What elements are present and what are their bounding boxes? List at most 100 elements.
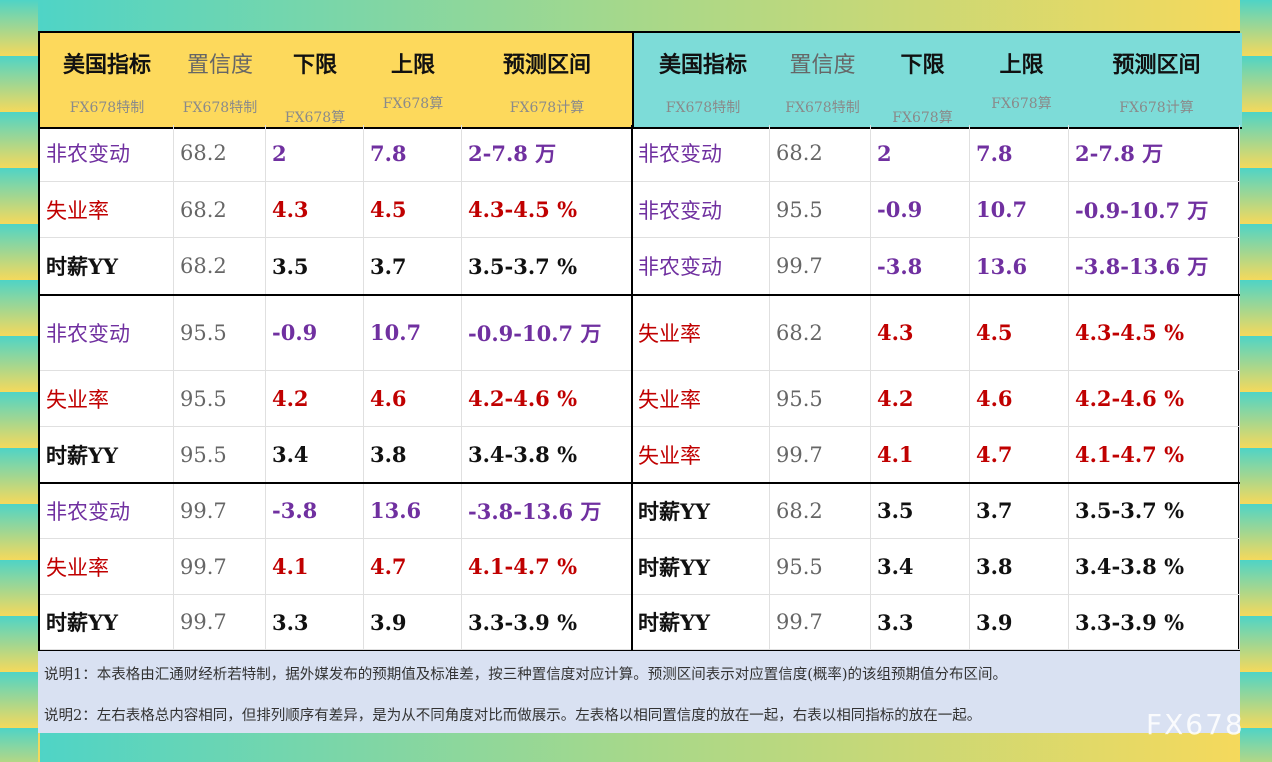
column-header-2: 下限 FX678算 xyxy=(266,33,364,126)
column-header-1: 置信度 FX678特制 xyxy=(174,33,266,125)
right_rows-cell-range: 3.5-3.7 % xyxy=(1069,483,1240,539)
right_rows-cell-indicator: 非农变动 xyxy=(632,238,770,295)
right_rows-cell-conf: 95.5 xyxy=(770,182,871,238)
left_rows-cell-low: 4.3 xyxy=(266,182,364,238)
left_rows-cell-high: 10.7 xyxy=(364,295,462,371)
column-title: 置信度 xyxy=(789,53,856,78)
column-header-4: 预测区间 FX678计算 xyxy=(1071,33,1242,125)
column-header-0: 美国指标 FX678特制 xyxy=(40,33,174,125)
column-subtitle: FX678算 xyxy=(991,96,1052,112)
column-title: 上限 xyxy=(390,52,435,78)
right_rows-cell-conf: 68.2 xyxy=(770,125,871,182)
right_rows-cell-range: 4.1-4.7 % xyxy=(1069,427,1240,483)
right_rows-cell-indicator: 失业率 xyxy=(632,371,770,427)
right_rows-cell-indicator: 失业率 xyxy=(632,295,770,371)
column-title: 下限 xyxy=(900,52,945,78)
right_rows-cell-indicator: 时薪YY xyxy=(632,539,770,595)
left_rows-cell-range: 2-7.8 万 xyxy=(462,125,632,182)
right_rows-cell-low: 2 xyxy=(871,125,970,182)
right_rows-cell-high: 4.6 xyxy=(970,371,1069,427)
table-divider xyxy=(631,125,633,651)
column-header-2: 下限 FX678算 xyxy=(873,33,972,126)
left_rows-cell-conf: 68.2 xyxy=(174,182,266,238)
column-title: 上限 xyxy=(999,52,1044,78)
left_rows-cell-indicator: 失业率 xyxy=(40,539,174,595)
right_rows-cell-range: -3.8-13.6 万 xyxy=(1069,238,1240,295)
left_rows-cell-range: 4.3-4.5 % xyxy=(462,182,632,238)
left_rows-cell-range: 3.5-3.7 % xyxy=(462,238,632,295)
left_rows-cell-low: 3.3 xyxy=(266,595,364,650)
left_rows-cell-indicator: 失业率 xyxy=(40,182,174,238)
left_rows-cell-range: -0.9-10.7 万 xyxy=(462,295,632,371)
column-header-3: 上限 FX678算 xyxy=(364,33,462,125)
right_rows-cell-low: 3.5 xyxy=(871,483,970,539)
left_rows-cell-low: -3.8 xyxy=(266,483,364,539)
right_rows-cell-high: 10.7 xyxy=(970,182,1069,238)
left_rows-cell-range: 4.1-4.7 % xyxy=(462,539,632,595)
column-title: 置信度 xyxy=(186,53,253,78)
right-table-header: 美国指标 FX678特制 置信度 FX678特制 下限 FX678算 上限 FX678算 预测区… xyxy=(632,33,1242,129)
right_rows-cell-range: -0.9-10.7 万 xyxy=(1069,182,1240,238)
right_rows-cell-conf: 99.7 xyxy=(770,427,871,483)
forecast-table: 美国指标 FX678特制 置信度 FX678特制 下限 FX678算 上限 FX678算 预测区… xyxy=(38,31,1242,651)
column-header-1: 置信度 FX678特制 xyxy=(772,33,873,125)
left_rows-cell-conf: 99.7 xyxy=(174,595,266,650)
left_rows-cell-low: 4.2 xyxy=(266,371,364,427)
left_rows-cell-high: 3.7 xyxy=(364,238,462,295)
left_rows-cell-conf: 68.2 xyxy=(174,125,266,182)
left_rows-cell-conf: 99.7 xyxy=(174,539,266,595)
right_rows-cell-high: 7.8 xyxy=(970,125,1069,182)
right_rows-cell-low: 4.1 xyxy=(871,427,970,483)
right_rows-cell-high: 13.6 xyxy=(970,238,1069,295)
left_rows-cell-high: 4.7 xyxy=(364,539,462,595)
right_rows-cell-high: 4.5 xyxy=(970,295,1069,371)
right_rows-cell-conf: 99.7 xyxy=(770,238,871,295)
left_rows-cell-range: 3.4-3.8 % xyxy=(462,427,632,483)
left_rows-cell-conf: 95.5 xyxy=(174,371,266,427)
left_rows-cell-indicator: 时薪YY xyxy=(40,595,174,650)
right_rows-cell-high: 4.7 xyxy=(970,427,1069,483)
right_rows-cell-indicator: 时薪YY xyxy=(632,483,770,539)
column-subtitle: FX678特制 xyxy=(182,100,258,116)
right_rows-cell-indicator: 非农变动 xyxy=(632,182,770,238)
right_rows-cell-range: 4.3-4.5 % xyxy=(1069,295,1240,371)
left_rows-cell-indicator: 时薪YY xyxy=(40,427,174,483)
left_rows-cell-indicator: 非农变动 xyxy=(40,295,174,371)
column-subtitle: FX678特制 xyxy=(69,100,145,116)
watermark: FX678 xyxy=(1146,708,1245,741)
right_rows-cell-low: 3.4 xyxy=(871,539,970,595)
left_rows-cell-range: -3.8-13.6 万 xyxy=(462,483,632,539)
right_rows-cell-range: 3.4-3.8 % xyxy=(1069,539,1240,595)
right_rows-cell-range: 4.2-4.6 % xyxy=(1069,371,1240,427)
column-subtitle: FX678计算 xyxy=(1119,100,1194,116)
left-table-header: 美国指标 FX678特制 置信度 FX678特制 下限 FX678算 上限 FX678算 预测区… xyxy=(40,33,632,129)
left_rows-cell-indicator: 时薪YY xyxy=(40,238,174,295)
right_rows-cell-indicator: 失业率 xyxy=(632,427,770,483)
right_rows-cell-low: -0.9 xyxy=(871,182,970,238)
notes-panel: 说明1：本表格由汇通财经析若特制，据外媒发布的预期值及标准差，按三种置信度对应计… xyxy=(38,651,1240,733)
right_rows-cell-low: 4.2 xyxy=(871,371,970,427)
left_rows-cell-conf: 68.2 xyxy=(174,238,266,295)
left_rows-cell-high: 3.9 xyxy=(364,595,462,650)
right_rows-cell-conf: 95.5 xyxy=(770,371,871,427)
right_rows-cell-high: 3.8 xyxy=(970,539,1069,595)
left_rows-cell-high: 4.6 xyxy=(364,371,462,427)
column-title: 下限 xyxy=(292,52,337,78)
left_rows-cell-high: 7.8 xyxy=(364,125,462,182)
group-divider xyxy=(40,482,1240,484)
right_rows-cell-conf: 95.5 xyxy=(770,539,871,595)
left_rows-cell-high: 3.8 xyxy=(364,427,462,483)
left_rows-cell-low: -0.9 xyxy=(266,295,364,371)
column-subtitle: FX678特制 xyxy=(665,100,741,116)
left_rows-cell-range: 3.3-3.9 % xyxy=(462,595,632,650)
note-2: 说明2：左右表格总内容相同，但排列顺序有差异，是为从不同角度对比而做展示。左表格… xyxy=(44,708,982,724)
right_rows-cell-low: -3.8 xyxy=(871,238,970,295)
right_rows-cell-indicator: 非农变动 xyxy=(632,125,770,182)
right_rows-cell-range: 3.3-3.9 % xyxy=(1069,595,1240,650)
left_rows-cell-low: 3.5 xyxy=(266,238,364,295)
column-subtitle: FX678算 xyxy=(892,110,953,126)
left_rows-cell-indicator: 非农变动 xyxy=(40,125,174,182)
left_rows-cell-conf: 99.7 xyxy=(174,483,266,539)
left_rows-cell-indicator: 失业率 xyxy=(40,371,174,427)
column-title: 预测区间 xyxy=(502,52,591,78)
